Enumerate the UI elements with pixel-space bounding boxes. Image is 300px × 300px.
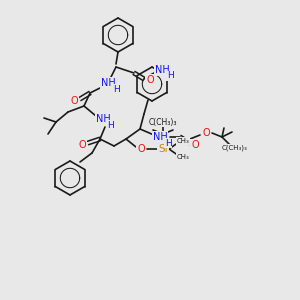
Text: CH₃: CH₃ (177, 154, 189, 160)
Text: O: O (137, 144, 145, 154)
Text: C(CH₃)₃: C(CH₃)₃ (221, 145, 247, 151)
Text: NH: NH (153, 132, 167, 142)
Text: O: O (78, 140, 86, 150)
Text: NH: NH (100, 78, 116, 88)
Text: O: O (146, 75, 154, 85)
Text: CH₃: CH₃ (177, 138, 189, 144)
Text: NH: NH (96, 114, 110, 124)
Text: H: H (167, 71, 173, 80)
Text: C(CH₃)₃: C(CH₃)₃ (149, 118, 177, 127)
Text: H: H (108, 121, 114, 130)
Text: NH: NH (154, 65, 169, 75)
Text: H: H (112, 85, 119, 94)
Text: H: H (165, 139, 171, 148)
Text: O: O (70, 96, 78, 106)
Text: O: O (202, 128, 210, 138)
Text: O: O (191, 140, 199, 150)
Text: Si: Si (158, 144, 168, 154)
